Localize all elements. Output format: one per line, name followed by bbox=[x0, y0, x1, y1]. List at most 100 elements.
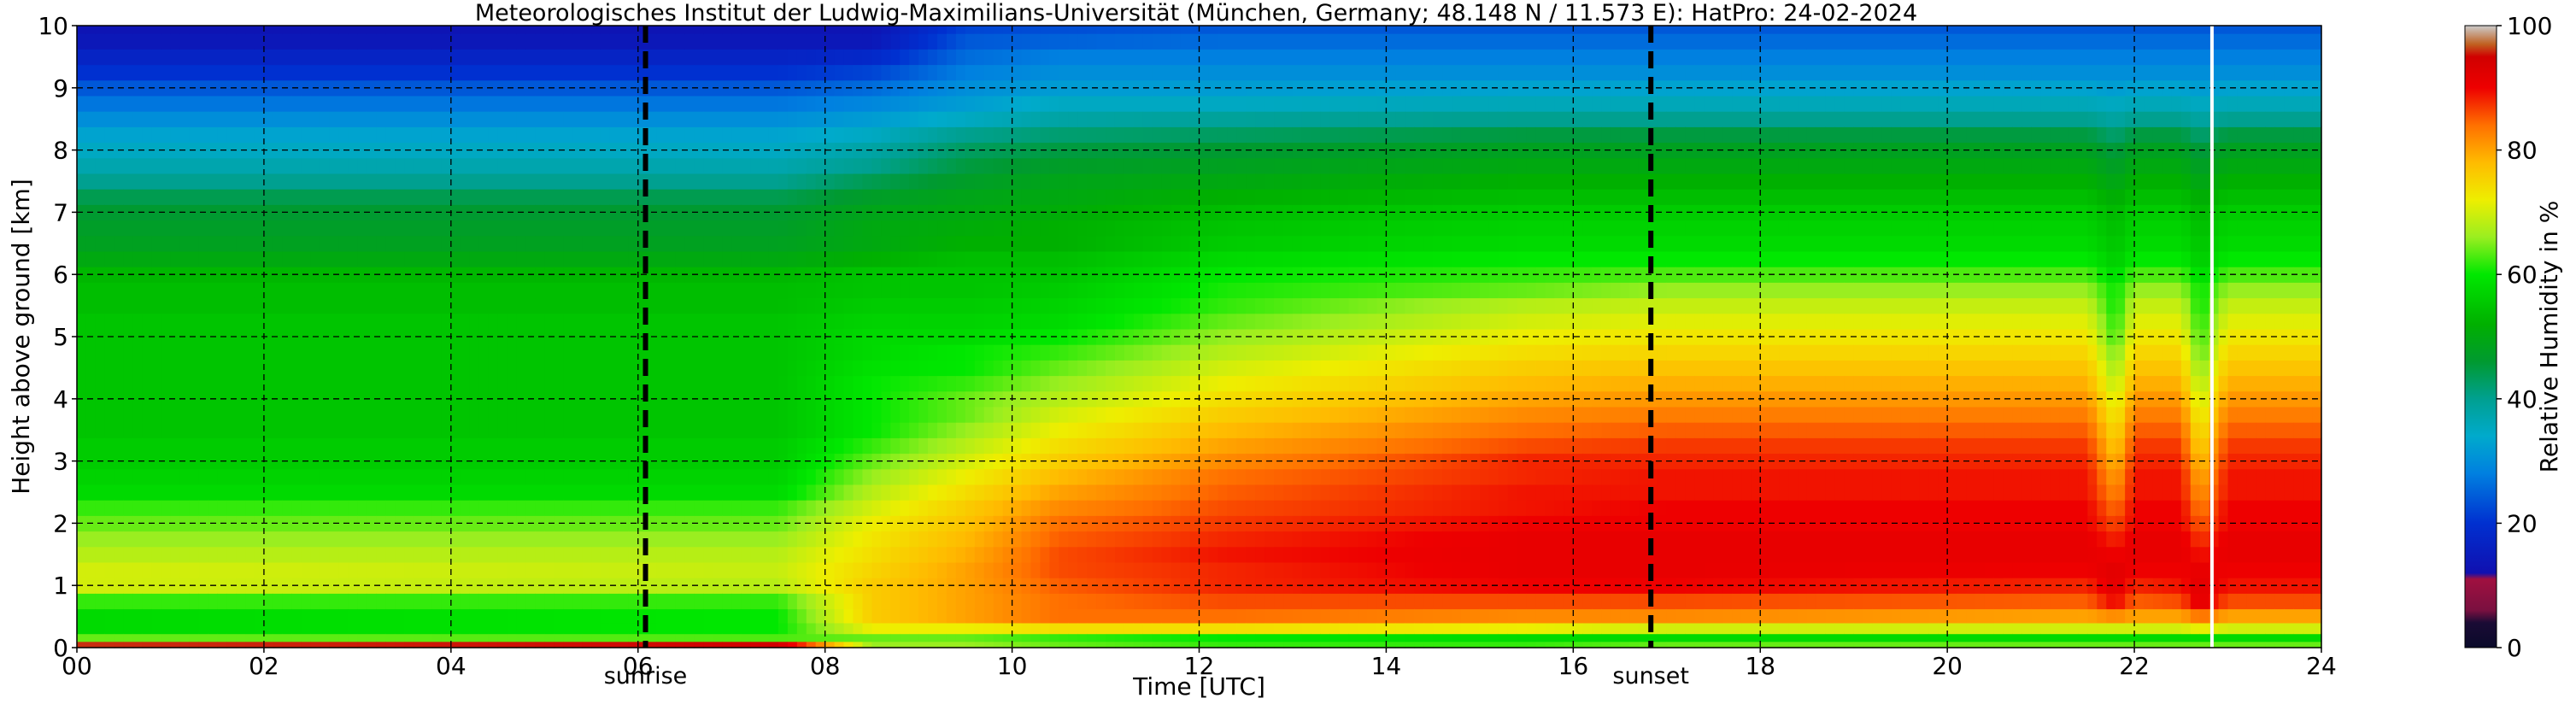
heatmap-cell bbox=[890, 157, 901, 174]
heatmap-cell bbox=[591, 390, 601, 408]
heatmap-cell bbox=[142, 126, 153, 144]
heatmap-cell bbox=[1040, 593, 1050, 610]
heatmap-cell bbox=[376, 546, 386, 563]
heatmap-cell bbox=[254, 173, 265, 190]
heatmap-cell bbox=[609, 422, 620, 438]
heatmap-cell bbox=[1068, 173, 1078, 190]
heatmap-cell bbox=[787, 622, 798, 635]
heatmap-cell bbox=[263, 531, 274, 548]
heatmap-cell bbox=[236, 608, 246, 624]
heatmap-cell bbox=[535, 546, 545, 563]
heatmap-cell bbox=[273, 422, 284, 438]
heatmap-cell bbox=[217, 157, 227, 174]
heatmap-cell bbox=[582, 422, 592, 438]
heatmap-cell bbox=[525, 561, 536, 578]
heatmap-cell bbox=[1133, 26, 1144, 34]
heatmap-cell bbox=[179, 608, 190, 624]
heatmap-cell bbox=[1077, 344, 1088, 361]
heatmap-cell bbox=[694, 204, 704, 221]
heatmap-cell bbox=[291, 49, 302, 66]
heatmap-cell bbox=[1077, 95, 1088, 112]
heatmap-cell bbox=[450, 437, 461, 455]
heatmap-cell bbox=[329, 344, 340, 361]
heatmap-cell bbox=[684, 578, 695, 594]
heatmap-cell bbox=[123, 220, 134, 237]
heatmap-cell bbox=[656, 406, 667, 423]
heatmap-cell bbox=[414, 49, 424, 66]
heatmap-cell bbox=[666, 608, 677, 624]
heatmap-cell bbox=[104, 220, 115, 237]
heatmap-cell bbox=[853, 561, 864, 578]
heatmap-cell bbox=[123, 593, 134, 610]
heatmap-cell bbox=[1180, 33, 1191, 50]
heatmap-cell bbox=[142, 95, 153, 112]
heatmap-cell bbox=[777, 390, 789, 408]
heatmap-cell bbox=[1002, 33, 1013, 50]
heatmap-cell bbox=[348, 282, 358, 299]
heatmap-cell bbox=[806, 344, 817, 361]
heatmap-cell bbox=[1040, 173, 1050, 190]
heatmap-cell bbox=[1114, 26, 1125, 34]
heatmap-cell bbox=[310, 95, 321, 112]
heatmap-cell bbox=[937, 220, 948, 237]
heatmap-cell bbox=[1142, 157, 1153, 174]
heatmap-cell bbox=[637, 344, 648, 361]
heatmap-cell bbox=[591, 328, 601, 345]
heatmap-cell bbox=[909, 608, 919, 624]
heatmap-cell bbox=[263, 189, 274, 205]
heatmap-cell bbox=[713, 360, 723, 377]
heatmap-cell bbox=[123, 95, 134, 112]
heatmap-cell bbox=[1114, 297, 1125, 314]
heatmap-cell bbox=[909, 515, 919, 532]
heatmap-cell bbox=[367, 608, 377, 624]
heatmap-cell bbox=[600, 126, 611, 144]
heatmap-cell bbox=[198, 344, 208, 361]
heatmap-cell bbox=[815, 484, 826, 501]
heatmap-cell bbox=[329, 235, 340, 252]
heatmap-cell bbox=[282, 531, 293, 548]
heatmap-cell bbox=[815, 608, 826, 624]
heatmap-cell bbox=[273, 641, 284, 648]
heatmap-cell bbox=[161, 531, 172, 548]
heatmap-cell bbox=[853, 189, 864, 205]
heatmap-cell bbox=[1133, 484, 1144, 501]
heatmap-cell bbox=[563, 578, 573, 594]
heatmap-cell bbox=[600, 500, 611, 516]
heatmap-cell bbox=[777, 360, 789, 377]
heatmap-cell bbox=[890, 235, 901, 252]
heatmap-cell bbox=[310, 157, 321, 174]
heatmap-cell bbox=[310, 531, 321, 548]
heatmap-cell bbox=[245, 95, 255, 112]
heatmap-cell bbox=[731, 33, 742, 50]
heatmap-cell bbox=[777, 328, 789, 345]
heatmap-cell bbox=[853, 33, 864, 50]
heatmap-cell bbox=[179, 297, 190, 314]
heatmap-cell bbox=[796, 95, 807, 112]
heatmap-cell bbox=[928, 546, 938, 563]
heatmap-cell bbox=[123, 468, 134, 485]
heatmap-cell bbox=[787, 390, 798, 408]
heatmap-cell bbox=[414, 608, 424, 624]
heatmap-cell bbox=[170, 531, 181, 548]
heatmap-cell bbox=[563, 297, 573, 314]
heatmap-cell bbox=[132, 561, 144, 578]
heatmap-cell bbox=[1012, 328, 1023, 345]
heatmap-cell bbox=[1171, 608, 1182, 624]
heatmap-cell bbox=[843, 500, 854, 516]
heatmap-cell bbox=[1152, 484, 1163, 501]
heatmap-cell bbox=[713, 235, 723, 252]
heatmap-cell bbox=[647, 189, 658, 205]
heatmap-cell bbox=[1096, 360, 1106, 377]
heatmap-cell bbox=[1106, 453, 1116, 470]
heatmap-cell bbox=[385, 220, 396, 237]
heatmap-cell bbox=[647, 250, 658, 267]
heatmap-cell bbox=[132, 515, 144, 532]
heatmap-cell bbox=[694, 453, 704, 470]
heatmap-cell bbox=[787, 406, 798, 423]
heatmap-cell bbox=[1106, 406, 1116, 423]
heatmap-cell bbox=[760, 111, 770, 127]
heatmap-cell bbox=[1021, 633, 1032, 642]
heatmap-cell bbox=[554, 26, 564, 34]
heatmap-cell bbox=[245, 360, 255, 377]
heatmap-cell bbox=[722, 126, 732, 144]
